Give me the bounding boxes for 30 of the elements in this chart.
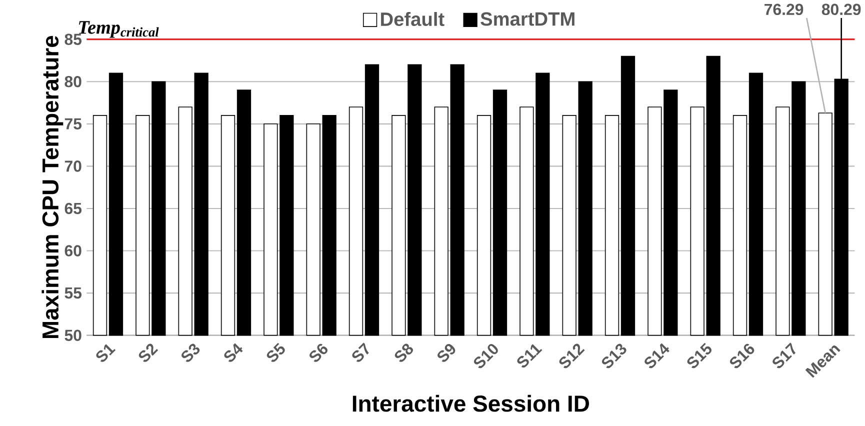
x-tick-label: S16	[730, 344, 754, 368]
x-tick-label: S9	[438, 344, 456, 362]
y-axis-title: Maximum CPU Temperature	[42, 36, 64, 338]
x-tick-label: S2	[138, 344, 158, 362]
x-tick-label: S12	[559, 344, 585, 368]
y-tick-label: 65	[64, 202, 82, 214]
y-tick-label: 80	[64, 76, 82, 88]
x-tick-label: S7	[352, 342, 369, 362]
y-tick-label: 50	[64, 330, 82, 341]
y-tick-label: 75	[64, 118, 82, 130]
x-tick-label: S4	[224, 343, 243, 362]
legend-label: SmartDTM	[480, 12, 574, 26]
y-tick-label: 70	[64, 160, 82, 172]
x-tick-label: S14	[644, 343, 670, 368]
x-tick-label: S3	[182, 344, 200, 362]
x-tick-label: S10	[474, 344, 498, 368]
data-label: 80.29	[822, 4, 861, 16]
x-tick-label: S6	[310, 344, 328, 362]
x-tick-label: S1	[96, 344, 116, 362]
x-tick-label: S15	[687, 342, 712, 368]
y-tick-label: 60	[64, 245, 82, 256]
x-tick-label: S8	[394, 344, 413, 362]
x-tick-label: S11	[517, 344, 542, 368]
x-axis-title: Interactive Session ID	[352, 394, 589, 412]
x-tick-label: S13	[602, 344, 626, 368]
y-tick-label: 55	[64, 287, 82, 299]
x-tick-label: S17	[772, 342, 796, 368]
data-label: 76.29	[764, 4, 804, 16]
x-tick-label: S5	[266, 342, 285, 362]
legend-label: Default	[381, 12, 444, 26]
